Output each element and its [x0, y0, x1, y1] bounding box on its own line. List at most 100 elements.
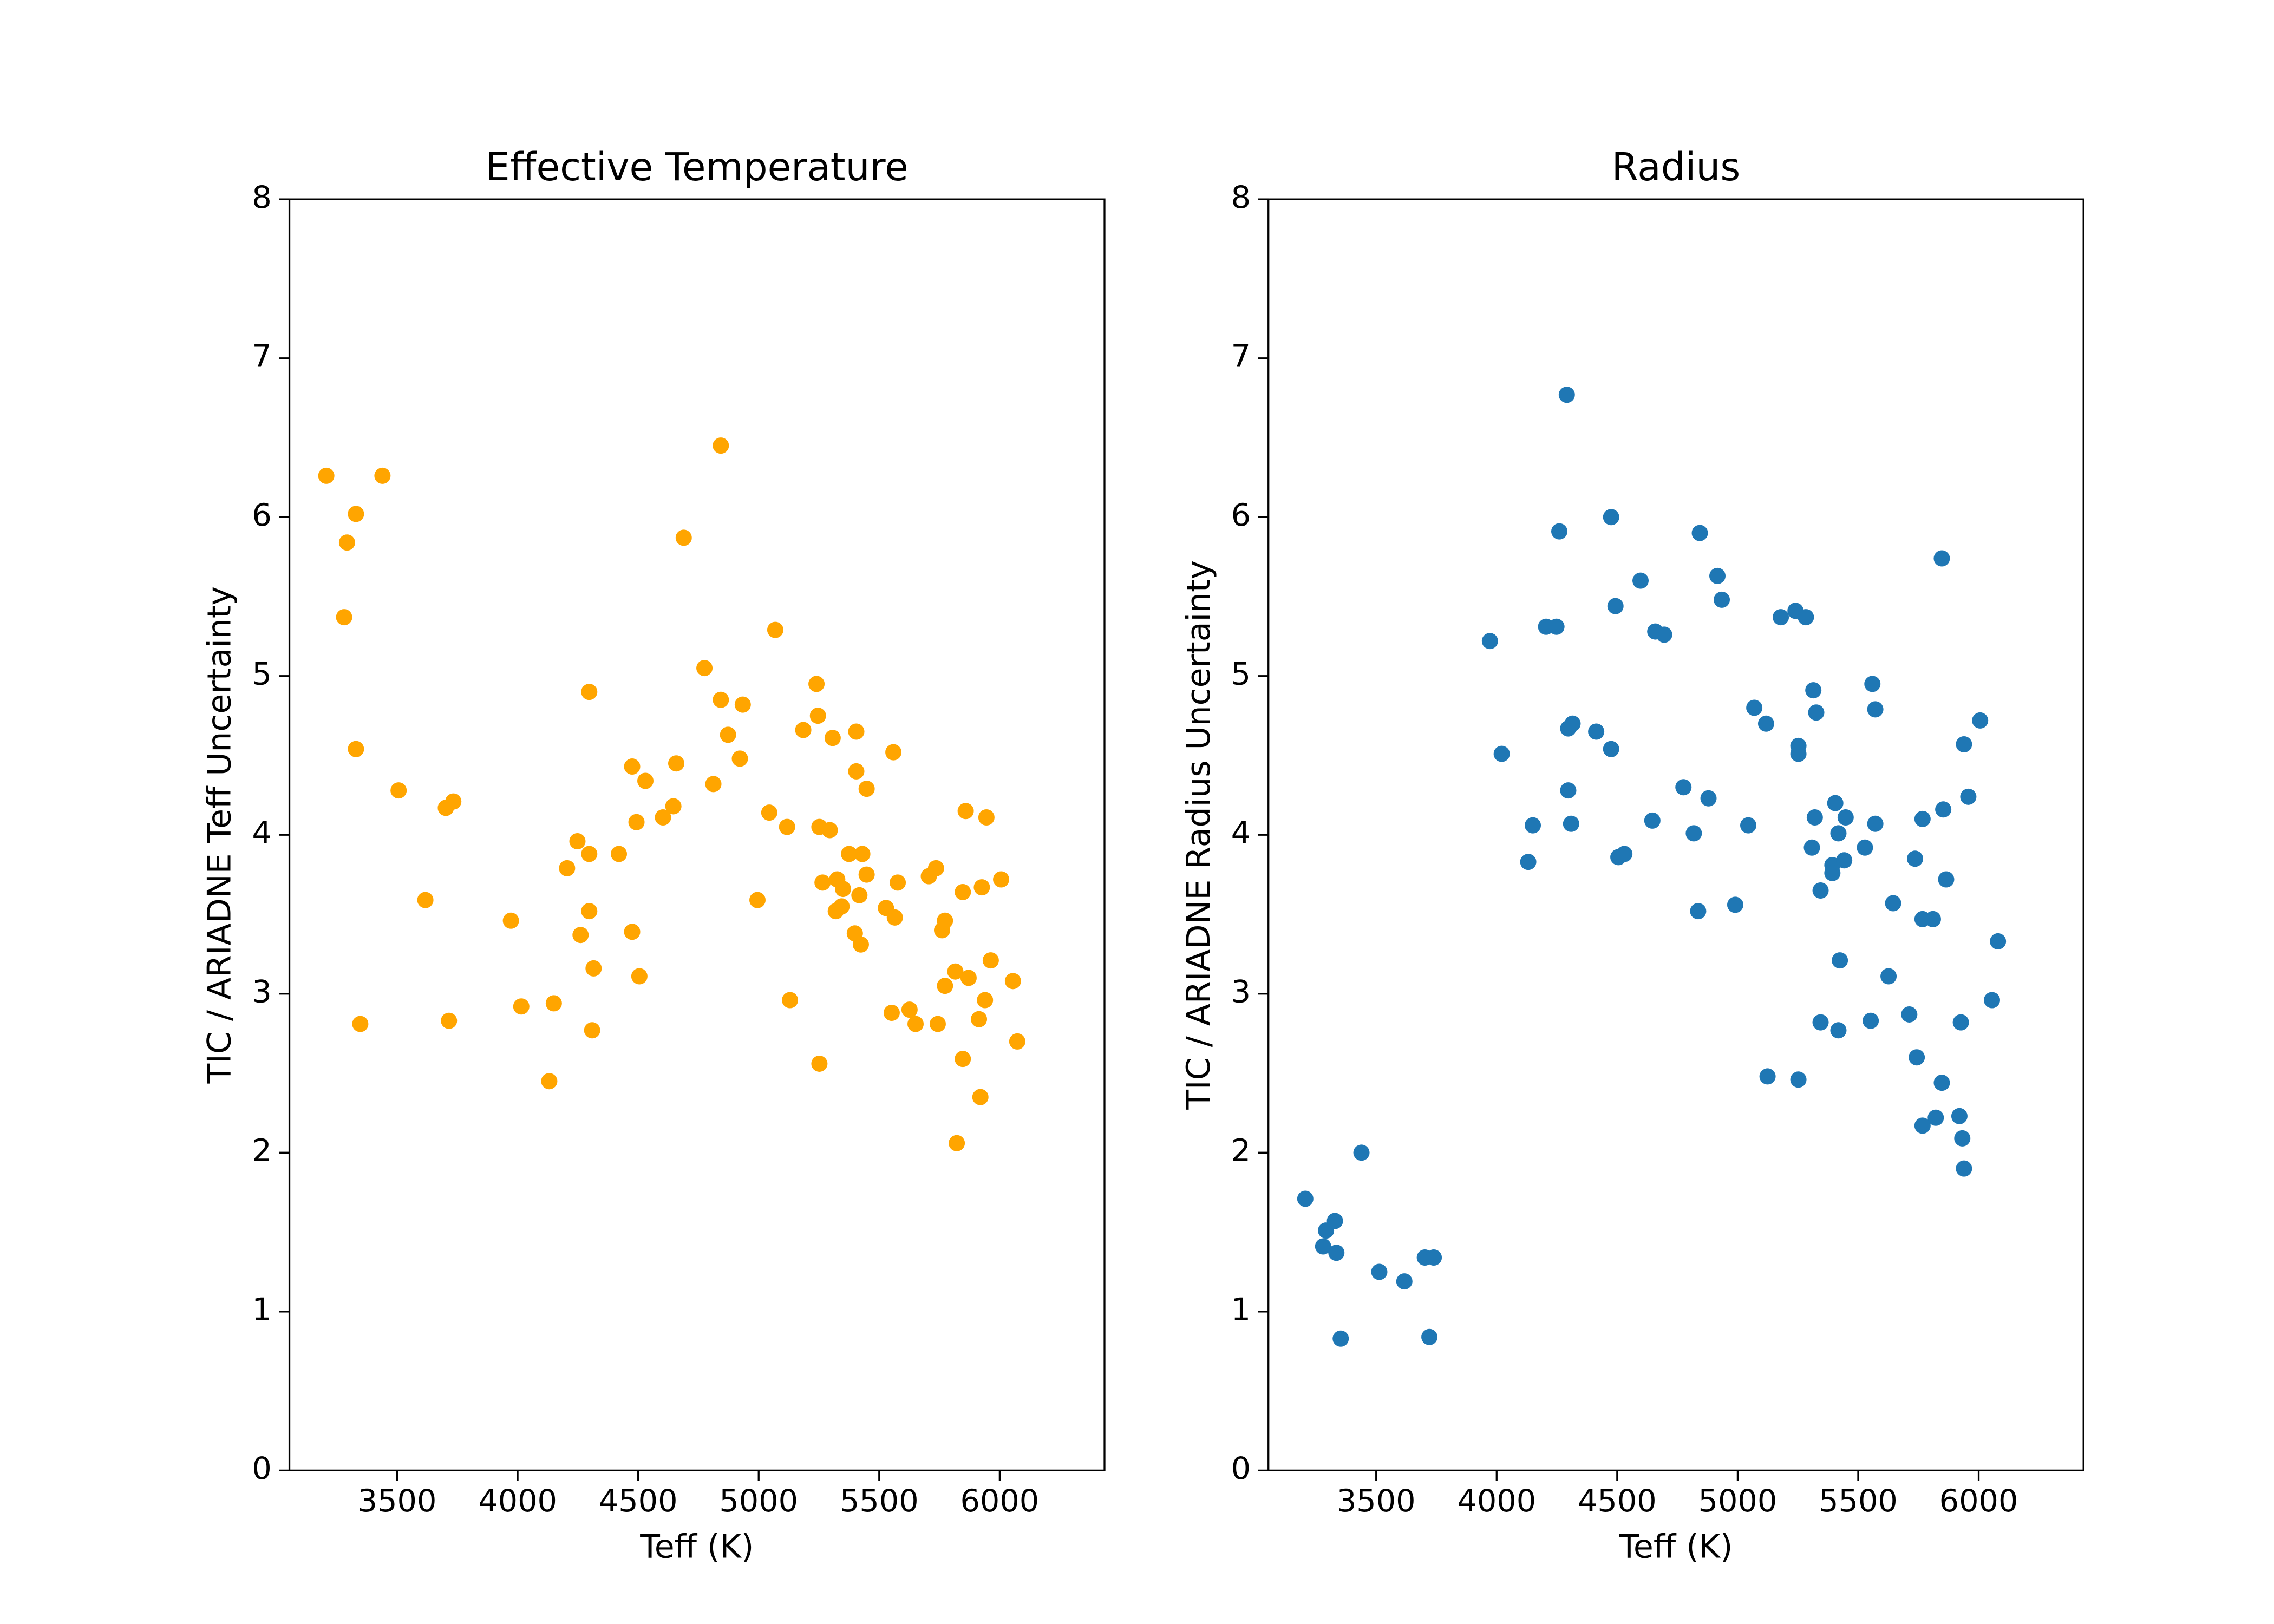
scatter-point — [1790, 1071, 1807, 1088]
scatter-point — [731, 750, 748, 767]
scatter-point — [937, 978, 953, 994]
scatter-point — [1837, 809, 1854, 826]
scatter-point — [949, 1135, 965, 1151]
scatter-point — [1759, 1068, 1776, 1085]
scatter-point — [927, 860, 944, 876]
x-tick-label: 3500 — [1337, 1483, 1416, 1519]
x-tick-label: 5000 — [1698, 1483, 1778, 1519]
scatter-point — [734, 696, 751, 713]
scatter-point — [581, 846, 598, 862]
scatter-point — [668, 755, 684, 772]
scatter-point — [417, 892, 434, 908]
scatter-point — [705, 776, 722, 793]
scatter-point — [1603, 509, 1619, 526]
scatter-point — [1951, 1108, 1968, 1124]
scatter-point — [978, 809, 995, 826]
scatter-point — [841, 846, 858, 862]
scatter-point — [851, 887, 868, 903]
scatter-point — [1327, 1213, 1343, 1229]
scatter-point — [352, 1016, 369, 1032]
scatter-point — [960, 970, 977, 986]
scatter-point — [624, 758, 641, 775]
scatter-point — [1757, 715, 1774, 732]
scatter-point — [1805, 682, 1822, 699]
x-tick-label: 6000 — [960, 1483, 1039, 1519]
scatter-point — [821, 822, 838, 839]
scatter-point — [1790, 745, 1807, 762]
panel: Radius Teff (K) TIC / ARIADNE Radius Uncer… — [1180, 145, 2084, 1566]
y-tick-label: 0 — [1231, 1450, 1251, 1487]
scatter-point — [1867, 815, 1884, 832]
scatter-point — [631, 968, 648, 985]
x-tick-label: 6000 — [1939, 1483, 2018, 1519]
y-tick-label: 1 — [1231, 1291, 1251, 1327]
scatter-point — [1885, 895, 1901, 912]
x-tick-label: 3500 — [358, 1483, 437, 1519]
scatter-point — [318, 467, 335, 484]
scatter-point — [1990, 933, 2007, 949]
scatter-point — [655, 809, 671, 826]
scatter-point — [1830, 825, 1847, 842]
scatter-point — [502, 912, 519, 929]
scatter-point — [1798, 609, 1814, 626]
scatter-point — [1616, 846, 1633, 862]
scatter-point — [1656, 626, 1672, 643]
scatter-point — [1935, 801, 1952, 818]
scatter-point — [972, 1089, 989, 1105]
x-axis-label: Teff (K) — [639, 1528, 754, 1566]
scatter-point — [886, 909, 903, 926]
scatter-point — [955, 883, 971, 900]
y-tick-label: 5 — [1231, 656, 1251, 692]
scatter-point — [581, 903, 598, 920]
y-tick-label: 6 — [252, 497, 271, 533]
scatter-point — [1493, 745, 1510, 762]
scatter-point — [1803, 839, 1820, 856]
scatter-point — [1901, 1006, 1918, 1023]
scatter-point — [1956, 1160, 1972, 1177]
scatter-point — [441, 1012, 458, 1029]
y-tick-label: 0 — [252, 1450, 271, 1487]
scatter-point — [1933, 550, 1950, 567]
scatter-point — [982, 952, 999, 969]
scatter-point — [1520, 854, 1537, 870]
scatter-point — [541, 1073, 558, 1090]
scatter-point — [1960, 788, 1977, 805]
scatter-point — [1972, 712, 1989, 729]
y-tick-label: 3 — [252, 973, 271, 1010]
x-tick-label: 5500 — [1819, 1483, 1898, 1519]
scatter-point — [513, 998, 530, 1015]
scatter-point — [1607, 598, 1624, 614]
panel-title: Effective Temperature — [486, 145, 909, 189]
scatter-point — [885, 744, 902, 761]
scatter-point — [1746, 699, 1763, 716]
y-tick-label: 7 — [252, 338, 271, 374]
scatter-point — [1396, 1273, 1413, 1290]
scatter-point — [1548, 618, 1565, 635]
scatter-point — [1632, 572, 1649, 589]
scatter-point — [1956, 736, 1972, 752]
scatter-point — [720, 726, 736, 743]
x-tick-label: 4000 — [1457, 1483, 1536, 1519]
y-tick-label: 5 — [252, 656, 271, 692]
scatter-point — [1857, 839, 1873, 856]
panel-title: Radius — [1612, 145, 1741, 189]
scatter-point — [1426, 1249, 1442, 1266]
scatter-point — [1353, 1144, 1370, 1161]
scatter-point — [890, 874, 906, 891]
scatter-point — [1812, 882, 1829, 899]
scatter-point — [1421, 1328, 1438, 1345]
scatter-point — [1328, 1245, 1345, 1261]
scatter-point — [1863, 1012, 1879, 1029]
scatter-point — [1685, 825, 1702, 842]
scatter-point — [1864, 676, 1881, 692]
scatter-point — [1909, 1049, 1925, 1066]
scatter-point — [907, 1016, 924, 1032]
scatter-point — [1371, 1263, 1388, 1280]
x-tick-label: 5500 — [840, 1483, 919, 1519]
y-axis-label: TIC / ARIADNE Radius Uncertainty — [1180, 560, 1218, 1110]
x-tick-label: 5000 — [719, 1483, 798, 1519]
scatter-point — [858, 781, 875, 797]
scatter-point — [1709, 567, 1726, 584]
scatter-point — [1830, 1022, 1847, 1039]
